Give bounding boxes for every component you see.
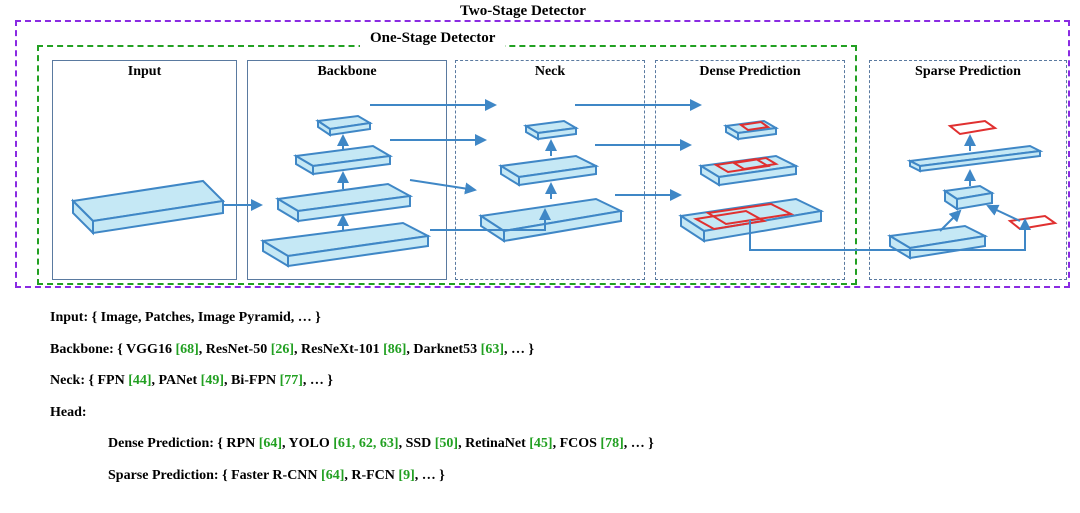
panel-backbone: Backbone [247,60,447,280]
text-backbone: Backbone: { VGG16 [68], ResNet-50 [26], … [50,340,1050,360]
text-input: Input: { Image, Patches, Image Pyramid, … [50,308,1050,328]
diagram-area: Two-Stage Detector One-Stage Detector In… [15,5,1070,290]
sparse-svg [870,81,1068,281]
panel-label-dense: Dense Prediction [656,64,844,80]
panel-label-neck: Neck [456,64,644,80]
text-sparse: Sparse Prediction: { Faster R-CNN [64], … [108,466,1050,486]
input-body: Image, Patches, Image Pyramid, … [101,310,312,325]
text-area: Input: { Image, Patches, Image Pyramid, … [50,308,1050,498]
two-stage-label: Two-Stage Detector [450,3,596,20]
dense-svg [656,81,846,281]
panel-dense: Dense Prediction [655,60,845,280]
text-dense: Dense Prediction: { RPN [64], YOLO [61, … [108,434,1050,454]
panel-label-input: Input [53,64,236,80]
input-suffix: } [312,310,321,325]
backbone-svg [248,81,448,281]
text-neck: Neck: { FPN [44], PANet [49], Bi-FPN [77… [50,371,1050,391]
input-svg [53,81,238,281]
neck-svg [456,81,646,281]
panel-sparse: Sparse Prediction [869,60,1067,280]
input-prefix: Input: { [50,310,101,325]
one-stage-label: One-Stage Detector [360,30,505,47]
panel-input: Input [52,60,237,280]
panel-label-backbone: Backbone [248,64,446,80]
text-head-label: Head: [50,403,1050,423]
panel-label-sparse: Sparse Prediction [870,64,1066,80]
panel-neck: Neck [455,60,645,280]
